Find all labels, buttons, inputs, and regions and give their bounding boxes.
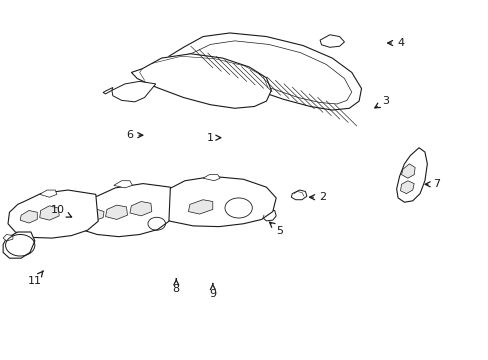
Text: 4: 4 — [387, 38, 403, 48]
Text: 8: 8 — [172, 279, 180, 294]
Text: 9: 9 — [209, 283, 216, 299]
Polygon shape — [89, 210, 104, 220]
Polygon shape — [263, 211, 276, 221]
Text: 6: 6 — [126, 130, 142, 140]
Polygon shape — [20, 211, 37, 223]
Polygon shape — [103, 87, 113, 94]
Polygon shape — [188, 200, 212, 214]
Polygon shape — [203, 175, 220, 181]
Polygon shape — [73, 184, 170, 237]
Polygon shape — [401, 164, 414, 178]
Polygon shape — [3, 232, 35, 258]
Polygon shape — [153, 176, 276, 226]
Polygon shape — [40, 206, 59, 220]
Text: 10: 10 — [51, 206, 71, 217]
Polygon shape — [8, 190, 98, 238]
Polygon shape — [105, 205, 127, 220]
Polygon shape — [400, 181, 413, 194]
Polygon shape — [320, 35, 344, 47]
Polygon shape — [40, 190, 57, 197]
Text: 5: 5 — [269, 222, 283, 236]
Text: 2: 2 — [309, 192, 325, 202]
Polygon shape — [168, 33, 361, 110]
Polygon shape — [114, 181, 132, 188]
Polygon shape — [130, 202, 152, 216]
Text: 1: 1 — [206, 133, 221, 143]
Text: 11: 11 — [28, 271, 43, 286]
Polygon shape — [396, 148, 427, 202]
Polygon shape — [3, 234, 13, 241]
Text: 7: 7 — [425, 179, 440, 189]
Polygon shape — [131, 54, 271, 108]
Text: 3: 3 — [374, 96, 388, 108]
Polygon shape — [112, 81, 156, 102]
Polygon shape — [291, 190, 306, 200]
Polygon shape — [180, 41, 351, 104]
